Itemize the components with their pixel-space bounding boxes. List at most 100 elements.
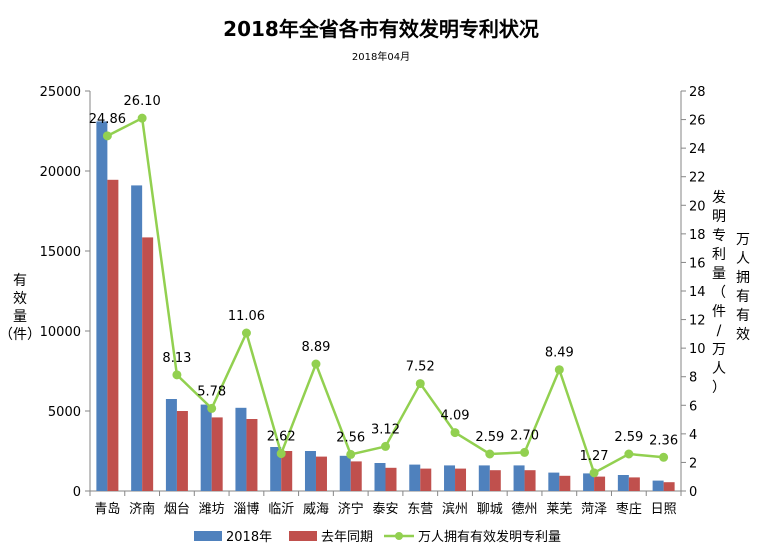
right-tick-label: 20 bbox=[689, 199, 706, 214]
patent-density-point bbox=[415, 379, 425, 389]
patent-density-label: 2.36 bbox=[649, 433, 678, 448]
patent-density-point bbox=[207, 403, 217, 413]
right-axis-title-inner: 发 bbox=[712, 190, 726, 206]
right-axis-title-inner: / bbox=[717, 323, 722, 339]
left-axis-title: （件） bbox=[0, 327, 41, 343]
data-labels: 24.86 26.10 8.13 5.78 11.06 2.62 8.89 2.56 3.12 7… bbox=[89, 94, 678, 464]
bar-2018 bbox=[304, 451, 316, 491]
patent-density-label: 3.12 bbox=[371, 422, 400, 437]
patent-density-label: 8.13 bbox=[162, 351, 191, 366]
bar-last-year bbox=[246, 419, 258, 491]
patent-density-point bbox=[485, 449, 495, 459]
right-tick-label: 24 bbox=[689, 142, 706, 157]
patent-density-point bbox=[346, 449, 356, 459]
right-axis-title-outer: 万 bbox=[736, 232, 750, 248]
category-label: 聊城 bbox=[477, 502, 503, 517]
category-label: 滨州 bbox=[442, 501, 468, 517]
bar-2018 bbox=[478, 465, 490, 491]
bar-2018 bbox=[583, 473, 595, 491]
bar-last-year bbox=[663, 482, 675, 491]
right-axis-title-inner: 明 bbox=[712, 209, 726, 225]
category-label: 威海 bbox=[303, 502, 329, 517]
left-tick-label: 25000 bbox=[40, 85, 81, 100]
patent-density-line bbox=[106, 116, 664, 475]
bar-last-year bbox=[455, 468, 467, 491]
bar-last-year bbox=[315, 456, 327, 491]
category-label: 临沂 bbox=[268, 502, 294, 517]
patent-density-label: 1.27 bbox=[580, 449, 609, 464]
patent-density-label: 2.59 bbox=[614, 430, 643, 445]
patent-density-label: 24.86 bbox=[89, 112, 126, 127]
patent-density-point bbox=[381, 441, 390, 451]
right-axis-title-outer: 拥 bbox=[736, 270, 750, 286]
right-axis-title-inner: （ bbox=[712, 285, 726, 301]
category-label: 东营 bbox=[407, 502, 433, 517]
right-axis-title-inner: 人 bbox=[712, 361, 726, 377]
right-axis-title-inner: 量 bbox=[712, 266, 726, 282]
category-label: 泰安 bbox=[372, 502, 398, 517]
right-axis-title-outer: 效 bbox=[736, 327, 750, 343]
right-axis-title-inner: 利 bbox=[712, 247, 726, 263]
bar-last-year bbox=[281, 451, 293, 491]
bar-2018 bbox=[270, 447, 282, 491]
legend: 2018年 去年同期 万人拥有有效发明专利量 bbox=[194, 529, 561, 545]
patent-density-point bbox=[659, 452, 669, 462]
patent-density-point bbox=[450, 428, 460, 438]
right-tick-label: 2 bbox=[689, 456, 697, 471]
category-label: 烟台 bbox=[164, 502, 190, 517]
bar-2018 bbox=[131, 185, 143, 491]
category-label: 济宁 bbox=[338, 501, 364, 517]
patent-density-point bbox=[624, 449, 634, 459]
left-axis-title: 量 bbox=[13, 309, 27, 325]
chart-title: 2018年全省各市有效发明专利状况 bbox=[223, 17, 539, 41]
patent-density-point bbox=[137, 113, 147, 123]
category-label: 济南 bbox=[129, 501, 155, 517]
category-label: 菏泽 bbox=[581, 502, 607, 517]
category-label: 潍坊 bbox=[199, 502, 225, 517]
right-tick-label: 10 bbox=[689, 342, 706, 357]
bar-2018 bbox=[165, 399, 177, 491]
left-axis-title: 效 bbox=[13, 291, 27, 307]
legend-marker-line bbox=[395, 532, 403, 540]
right-tick-label: 0 bbox=[689, 485, 697, 500]
legend-swatch-last-year bbox=[289, 531, 317, 541]
axis-titles: 有效量（件）发明专利量（件/万人）万人拥有有效 bbox=[0, 190, 750, 396]
bar-2018 bbox=[617, 475, 629, 491]
patent-density-label: 7.52 bbox=[406, 360, 435, 375]
legend-swatch-2018 bbox=[194, 531, 222, 541]
legend-label-line: 万人拥有有效发明专利量 bbox=[418, 529, 561, 545]
right-axis-title-outer: 有 bbox=[736, 308, 750, 324]
bar-last-year bbox=[420, 468, 432, 491]
right-tick-label: 28 bbox=[689, 85, 706, 100]
right-axis-title-inner: 专 bbox=[712, 228, 726, 244]
category-label: 德州 bbox=[512, 502, 538, 517]
right-tick-label: 8 bbox=[689, 371, 697, 386]
patent-density-label: 2.59 bbox=[475, 430, 504, 445]
right-tick-label: 6 bbox=[689, 399, 697, 414]
right-axis-title-inner: 件 bbox=[712, 304, 726, 320]
patent-density-point bbox=[589, 468, 599, 478]
patent-density-label: 5.78 bbox=[197, 384, 226, 399]
patent-density-label: 11.06 bbox=[228, 309, 265, 324]
left-tick-label: 0 bbox=[73, 485, 81, 500]
right-tick-label: 12 bbox=[689, 314, 706, 329]
category-label: 日照 bbox=[651, 502, 677, 517]
patent-density-point bbox=[102, 131, 112, 141]
left-tick-label: 20000 bbox=[40, 165, 81, 180]
bar-2018 bbox=[444, 465, 456, 491]
right-tick-label: 14 bbox=[689, 285, 706, 300]
patent-density-label: 2.56 bbox=[336, 430, 365, 445]
category-label: 青岛 bbox=[94, 501, 120, 517]
right-axis-title-outer: 有 bbox=[736, 289, 750, 305]
left-tick-label: 5000 bbox=[48, 405, 81, 420]
bar-last-year bbox=[628, 477, 640, 491]
bar-2018 bbox=[200, 404, 212, 491]
category-label: 莱芜 bbox=[546, 502, 572, 517]
patent-density-point bbox=[241, 328, 251, 338]
legend-label-2018: 2018年 bbox=[226, 530, 272, 545]
bar-last-year bbox=[176, 411, 188, 491]
bar-2018 bbox=[235, 407, 247, 491]
patent-density-label: 2.70 bbox=[510, 428, 539, 443]
right-tick-label: 22 bbox=[689, 171, 706, 186]
